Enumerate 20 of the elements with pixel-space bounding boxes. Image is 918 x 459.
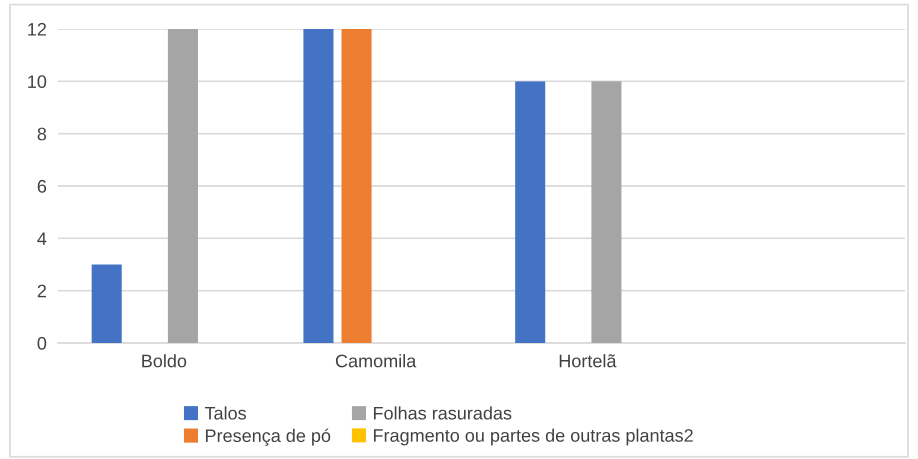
legend-label: Talos: [204, 406, 246, 420]
y-tick-label: 4: [37, 232, 46, 245]
legend-label: Presença de pó: [206, 428, 330, 446]
y-tick-label: 0: [38, 336, 46, 350]
y-tick-label: 8: [38, 128, 46, 140]
y-tick-label: 2: [38, 284, 46, 298]
bar: [342, 29, 372, 343]
y-tick-label: 10: [28, 75, 46, 88]
legend-label: Fragmento ou partes de outras plantas2: [374, 428, 693, 446]
bar: [591, 81, 622, 343]
legend-label: Folhas rasuradas: [374, 406, 512, 420]
bar: [168, 29, 198, 343]
y-tick-label: 12: [28, 22, 46, 36]
x-tick-label: Boldo: [142, 354, 186, 368]
y-tick-label: 6: [38, 180, 46, 193]
bar: [515, 81, 546, 343]
x-tick-label: Camomila: [336, 354, 416, 368]
bar: [92, 264, 122, 343]
x-tick-label: Hortelã: [560, 354, 616, 368]
bar: [303, 29, 334, 343]
